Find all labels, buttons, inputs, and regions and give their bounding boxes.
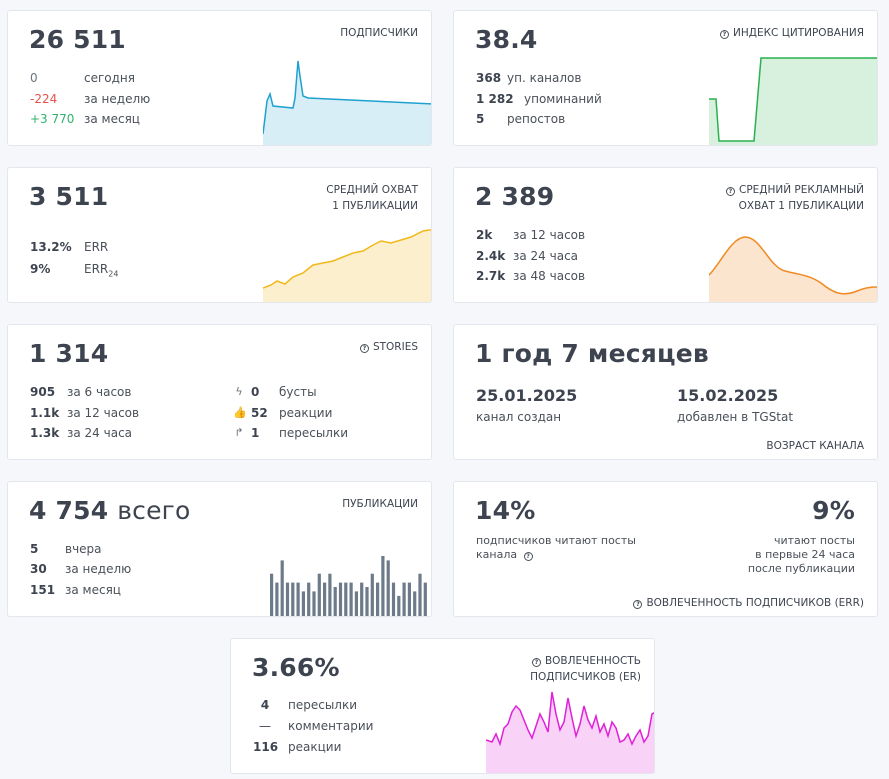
- reach-value: 3 511: [29, 182, 109, 211]
- citation-label: ? ИНДЕКС ЦИТИРОВАНИЯ: [719, 25, 864, 41]
- help-icon[interactable]: ?: [719, 30, 729, 39]
- stories-card[interactable]: 1 314 ? STORIES 905 за 6 часов 1.1k за 12…: [7, 324, 432, 460]
- posts-bar: [386, 560, 390, 616]
- posts-bar: [402, 582, 406, 616]
- ad-reach-value: 2 389: [475, 182, 555, 211]
- stories-label: ? STORIES: [359, 339, 418, 355]
- err-left-text: подписчиков читают посты канала ?: [476, 534, 636, 561]
- posts-label: ПУБЛИКАЦИИ: [342, 498, 418, 510]
- posts-bar: [270, 573, 274, 616]
- posts-value: 4 754 всего: [29, 496, 191, 525]
- channel-age-value: 1 год 7 месяцев: [475, 339, 709, 368]
- channel-age-card[interactable]: 1 год 7 месяцев 25.01.2025 канал создан …: [453, 324, 878, 460]
- er-value: 3.66%: [252, 653, 340, 682]
- posts-bar: [397, 595, 401, 616]
- posts-bar: [291, 582, 295, 616]
- er-card[interactable]: 3.66% ? ВОВЛЕЧЕННОСТЬ ПОДПИСЧИКОВ (ER) 4 п…: [230, 638, 655, 774]
- posts-bar: [317, 573, 321, 616]
- posts-bar: [296, 582, 300, 616]
- posts-bar: [307, 582, 311, 616]
- help-icon[interactable]: ?: [633, 600, 643, 609]
- reach-card[interactable]: 3 511 СРЕДНИЙ ОХВАТ 1 ПУБЛИКАЦИИ 13.2% ER…: [7, 167, 432, 303]
- reach-sparkline: [263, 229, 431, 302]
- er-sparkline: [486, 691, 654, 773]
- posts-bar: [365, 587, 369, 616]
- posts-bar: [323, 582, 327, 616]
- posts-bar: [280, 560, 284, 616]
- posts-bar: [418, 573, 422, 616]
- posts-bar: [381, 556, 385, 616]
- posts-bar: [275, 582, 279, 616]
- help-icon[interactable]: ?: [523, 552, 533, 561]
- posts-bar: [285, 582, 290, 616]
- err-right-value: 9%: [812, 496, 855, 525]
- posts-bar: [328, 573, 332, 616]
- posts-bar: [370, 573, 374, 616]
- posts-bar: [338, 582, 343, 616]
- subscribers-sparkline: [263, 60, 431, 145]
- ad-reach-label: ? СРЕДНИЙ РЕКЛАМНЫЙ ОХВАТ 1 ПУБЛИКАЦИИ: [725, 182, 864, 214]
- posts-bar: [376, 582, 380, 616]
- posts-card[interactable]: 4 754 всего ПУБЛИКАЦИИ 5 вчера 30 за нед…: [7, 481, 432, 617]
- er-label: ? ВОВЛЕЧЕННОСТЬ ПОДПИСЧИКОВ (ER): [530, 655, 641, 683]
- citation-sparkline: [709, 57, 877, 145]
- stories-value: 1 314: [29, 339, 109, 368]
- posts-bar: [312, 591, 316, 616]
- posts-bar: [301, 591, 305, 616]
- ad-reach-sparkline: [709, 236, 877, 302]
- boost-icon: ϟ: [235, 385, 243, 398]
- channel-age-label: ВОЗРАСТ КАНАЛА: [766, 440, 864, 452]
- posts-bar: [407, 582, 411, 616]
- posts-bar: [360, 582, 364, 616]
- created-date: 25.01.2025: [476, 386, 578, 405]
- reach-label: СРЕДНИЙ ОХВАТ 1 ПУБЛИКАЦИИ: [326, 184, 418, 212]
- posts-bar: [349, 582, 353, 616]
- subscribers-label: ПОДПИСЧИКИ: [340, 27, 418, 39]
- posts-bar: [344, 582, 348, 616]
- err-right-text: читают посты в первые 24 часа после публик…: [747, 534, 855, 575]
- err-card[interactable]: 14% подписчиков читают посты канала ? 9% …: [453, 481, 878, 617]
- err-label: ? ВОВЛЕЧЕННОСТЬ ПОДПИСЧИКОВ (ERR): [633, 595, 864, 611]
- posts-bar: [333, 587, 337, 616]
- subscribers-card[interactable]: 26 511 ПОДПИСЧИКИ 0 сегодня -224 за неде…: [7, 10, 432, 146]
- share-icon: ↱: [234, 426, 244, 439]
- citation-card[interactable]: 38.4 ? ИНДЕКС ЦИТИРОВАНИЯ 368 уп. каналов…: [453, 10, 878, 146]
- posts-bar: [423, 582, 427, 616]
- help-icon[interactable]: ?: [725, 187, 735, 196]
- thumbs-up-icon: 👍: [233, 406, 247, 419]
- posts-bar: [413, 591, 417, 616]
- created-text: канал создан: [476, 410, 562, 424]
- help-icon[interactable]: ?: [531, 658, 541, 667]
- subscribers-count: 26 511: [29, 25, 126, 54]
- posts-bar: [354, 591, 358, 616]
- posts-bar: [391, 582, 396, 616]
- help-icon[interactable]: ?: [359, 344, 369, 353]
- added-text: добавлен в TGStat: [677, 410, 794, 424]
- citation-index-value: 38.4: [475, 25, 538, 54]
- err-left-value: 14%: [475, 496, 536, 525]
- added-date: 15.02.2025: [677, 386, 779, 405]
- posts-bar-chart: [270, 556, 427, 616]
- ad-reach-card[interactable]: 2 389 ? СРЕДНИЙ РЕКЛАМНЫЙ ОХВАТ 1 ПУБЛИКАЦ…: [453, 167, 878, 303]
